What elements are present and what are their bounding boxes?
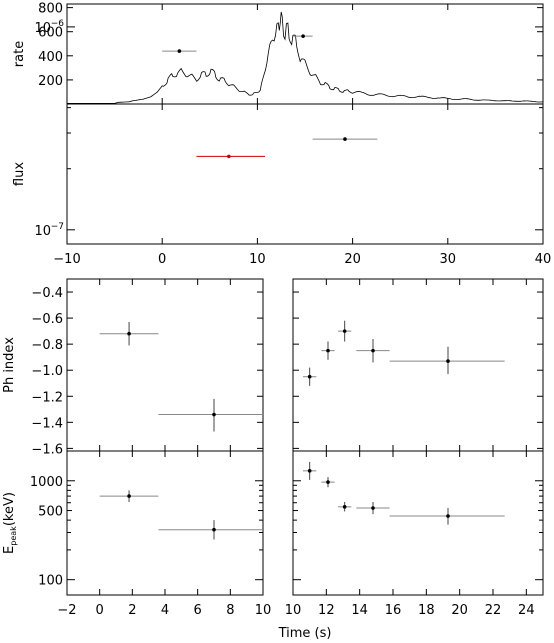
flux-xtick-label: 0: [158, 252, 166, 267]
epeak-xtick-label: 4: [161, 603, 169, 618]
flux-point: [177, 49, 182, 53]
flux-panel: 10 −610 −7−10 0 10 20 30 40: [34, 19, 552, 267]
flux-point: [301, 34, 305, 38]
flux-ytick-exp: −7: [51, 222, 64, 232]
rate-ytick-label: 600: [38, 26, 63, 41]
flux-panel-frame: [66, 103, 544, 245]
epeak-xtick-label: 22: [485, 603, 502, 618]
phindex-point: [446, 359, 450, 363]
phindex-point: [127, 331, 131, 336]
phindex-ytick-label: −1.0: [31, 364, 63, 379]
epeak-ylabel: Epeak(keV): [2, 492, 18, 554]
phindex-point: [212, 412, 216, 417]
phindex-point: [371, 348, 375, 353]
phindex-ytick-label: −1.6: [31, 442, 63, 457]
rate-curve: [67, 11, 543, 104]
epeak-ytick-label: 500: [38, 505, 63, 520]
epeak-xtick-label: 18: [418, 603, 435, 618]
flux-ytick-exp: −6: [51, 19, 65, 29]
epeak-xtick-label: 8: [226, 603, 234, 618]
phindex-ytick-label: −1.2: [31, 390, 63, 405]
rate-ytick-label: 800: [38, 2, 63, 17]
phindex-point: [342, 329, 347, 333]
rate-panel: 200 400 600 800: [38, 2, 544, 104]
epeak-ylabel-sub: peak: [9, 526, 18, 546]
epeak-ylabel-tail: (keV): [2, 492, 17, 526]
rate-panel-frame: [66, 3, 544, 105]
epeak-xtick-label: 10: [255, 603, 272, 618]
epeak-ytick-label: 100: [38, 574, 63, 589]
epeak-xtick-label: 6: [194, 603, 202, 618]
epeak-xtick-label: 24: [518, 603, 535, 618]
flux-xtick-label: 30: [440, 252, 457, 267]
rate-ytick-label: 400: [38, 50, 63, 65]
epeak-ytick-label: 1000: [30, 475, 63, 490]
phindex-ytick-label: −1.4: [31, 416, 63, 431]
epeak-point: [212, 527, 216, 532]
epeak-xtick-label: 0: [96, 603, 104, 618]
epeak-xtick-label: 2: [128, 603, 136, 618]
epeak-point: [371, 506, 375, 510]
epeak-xtick-label: 14: [351, 603, 368, 618]
flux-ytick-label: 10: [34, 21, 51, 36]
epeak-point: [307, 469, 312, 473]
phindex-right-frame: [292, 278, 544, 452]
rate-ylabel: rate: [12, 41, 27, 67]
phindex-point: [326, 348, 330, 353]
phindex-left-frame: [66, 278, 264, 452]
epeak-ylabel-main: E: [2, 546, 17, 554]
time-xlabel: Time (s): [278, 626, 332, 641]
epeak-right-frame: [292, 450, 544, 596]
epeak-point: [446, 514, 450, 518]
epeak-xtick-label: 20: [451, 603, 468, 618]
phindex-ytick-label: −0.6: [31, 312, 63, 327]
epeak-left-frame: [66, 450, 264, 596]
flux-xtick-label: 20: [344, 252, 361, 267]
rate-ytick-label: 200: [38, 74, 63, 89]
epeak-point: [326, 480, 330, 484]
phindex-ylabel: Ph index: [2, 337, 17, 393]
phindex-ytick-label: −0.4: [31, 286, 63, 301]
epeak-point: [342, 505, 347, 509]
flux-xtick-label: −10: [53, 252, 80, 267]
epeak-xtick-label: 12: [318, 603, 335, 618]
flux-ylabel: flux: [12, 162, 27, 186]
phindex-ytick-label: −0.8: [31, 338, 63, 353]
phindex-panels: −0.4 −0.6 −0.8 −1.0 −1.2 −1.4 −1.6: [31, 279, 543, 457]
epeak-xtick-label: 16: [385, 603, 402, 618]
flux-ytick-label: 10: [34, 224, 51, 239]
flux-point: [343, 137, 347, 141]
flux-point: [227, 154, 231, 159]
flux-xtick-label: 10: [249, 252, 266, 267]
phindex-point: [307, 374, 312, 379]
epeak-xtick-label: −2: [57, 603, 76, 618]
flux-xtick-label: 40: [535, 252, 552, 267]
epeak-xtick-label: 10: [285, 603, 302, 618]
epeak-point: [127, 494, 131, 498]
